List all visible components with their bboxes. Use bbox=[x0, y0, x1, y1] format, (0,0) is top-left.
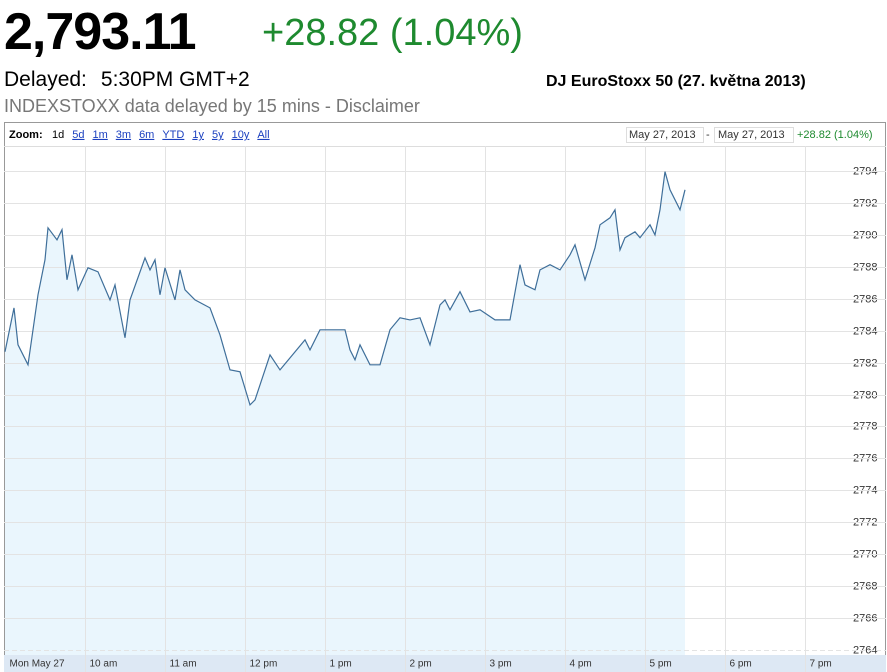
price: 2,793.11 bbox=[4, 3, 197, 61]
zoom-label: Zoom: bbox=[9, 129, 43, 141]
zoom-option[interactable]: 1m bbox=[93, 129, 108, 141]
delayed-label: Delayed: bbox=[4, 68, 87, 91]
delay-info: Delayed: 5:30PM GMT+2 bbox=[4, 68, 250, 92]
date-box[interactable] bbox=[626, 127, 704, 143]
x-tick-label: 6 pm bbox=[730, 659, 752, 670]
zoom-option[interactable]: 1d bbox=[52, 129, 64, 141]
x-tick-label: 10 am bbox=[90, 659, 118, 670]
x-tick-label: 2 pm bbox=[410, 659, 432, 670]
y-tick-label: 2764 bbox=[853, 644, 877, 656]
index-name: DJ EuroStoxx 50 (27. května 2013) bbox=[546, 73, 806, 90]
zoom-option[interactable]: 6m bbox=[139, 129, 154, 141]
x-tick-label: 5 pm bbox=[650, 659, 672, 670]
zoom-option[interactable]: All bbox=[257, 129, 269, 141]
x-axis-band bbox=[4, 655, 886, 672]
date-to[interactable]: May 27, 2013 bbox=[718, 129, 785, 141]
x-tick-label: 3 pm bbox=[490, 659, 512, 670]
delayed-time: 5:30PM GMT+2 bbox=[100, 68, 250, 91]
x-tick-label: 1 pm bbox=[330, 659, 352, 670]
price-line bbox=[4, 171, 686, 407]
zoom-option[interactable]: 5d bbox=[72, 129, 84, 141]
x-tick-label: Mon May 27 bbox=[10, 659, 65, 670]
range-change: +28.82 (1.04%) bbox=[797, 129, 873, 141]
x-tick-label: 7 pm bbox=[810, 659, 832, 670]
date-separator: - bbox=[706, 129, 710, 141]
zoom-option[interactable]: 3m bbox=[116, 129, 131, 141]
zoom-option[interactable]: 5y bbox=[212, 129, 224, 141]
zoom-option[interactable]: YTD bbox=[162, 129, 184, 141]
zoom-option[interactable]: 1y bbox=[192, 129, 204, 141]
x-tick-label: 4 pm bbox=[570, 659, 592, 670]
delay-note[interactable]: INDEXSTOXX data delayed by 15 mins - Dis… bbox=[4, 96, 420, 116]
x-tick-label: 11 am bbox=[170, 659, 197, 670]
x-tick-label: 12 pm bbox=[250, 659, 278, 670]
date-box[interactable] bbox=[714, 127, 794, 143]
price-change: +28.82 (1.04%) bbox=[262, 12, 523, 54]
date-from[interactable]: May 27, 2013 bbox=[629, 129, 696, 141]
zoom-option[interactable]: 10y bbox=[232, 129, 250, 141]
